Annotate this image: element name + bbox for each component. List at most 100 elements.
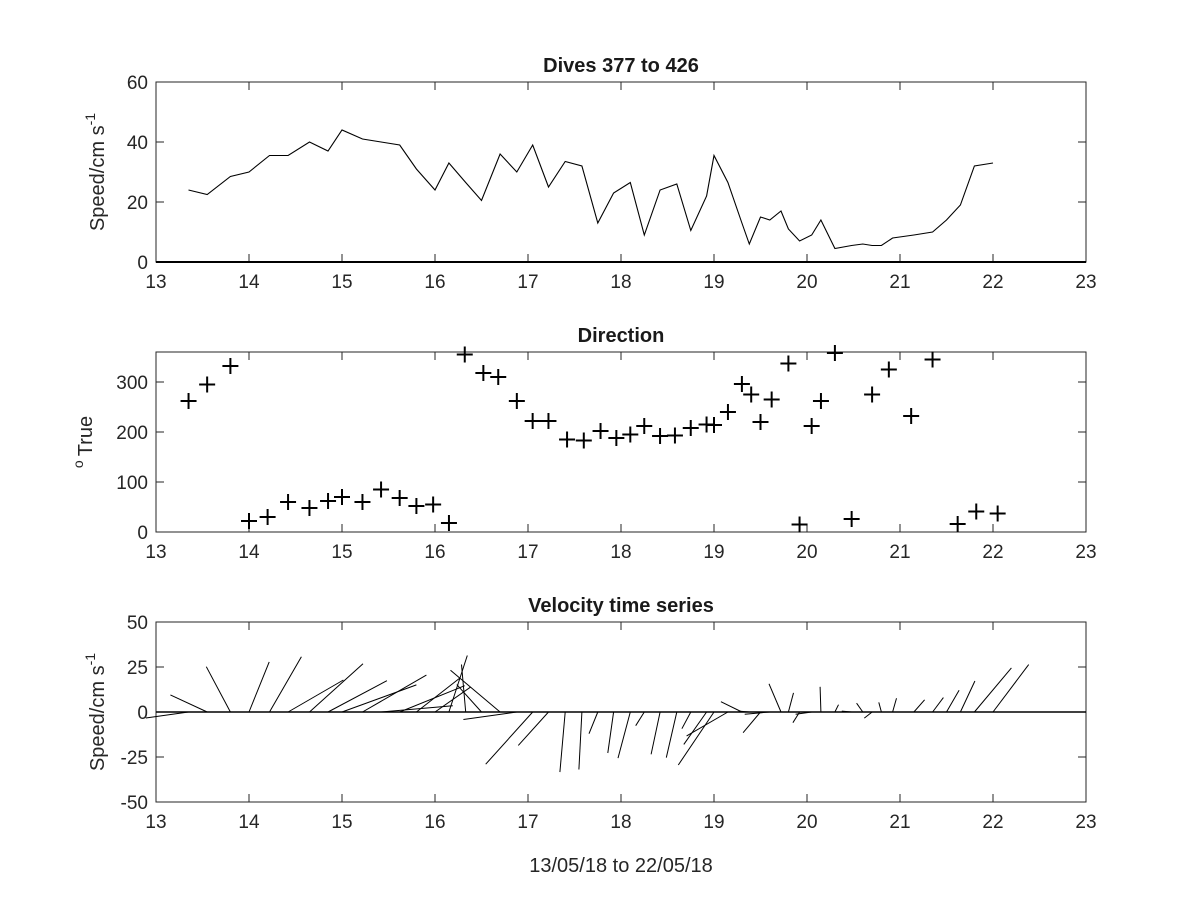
- speed-ylabel-group: Speed/cm s-1: [82, 113, 109, 231]
- direction-point: [559, 431, 576, 448]
- velocity-vector: [795, 711, 812, 715]
- x-tick-label: 21: [889, 812, 910, 833]
- x-tick-label: 21: [889, 272, 910, 293]
- x-tick-label: 13: [145, 542, 166, 563]
- direction-point: [280, 494, 297, 510]
- x-tick-label: 13: [145, 272, 166, 293]
- direction-chart-title: Direction: [578, 325, 665, 347]
- velocity-vector: [559, 711, 566, 773]
- velocity-vector: [170, 694, 208, 713]
- velocity-vector: [362, 674, 427, 713]
- velocity-vector: [517, 711, 549, 746]
- direction-point: [968, 503, 985, 520]
- direction-point: [652, 428, 669, 444]
- velocity-ylabel-superscript: -1: [82, 653, 98, 666]
- velocity-vector: [819, 686, 822, 713]
- velocity-vector: [665, 711, 678, 758]
- direction-point: [373, 481, 390, 498]
- velocity-xticks: 13 14 15 16 17 18 19 20 21 22 23: [145, 622, 1097, 833]
- x-tick-label: 19: [703, 812, 724, 833]
- x-tick-label: 17: [517, 272, 538, 293]
- velocity-vector: [309, 663, 364, 713]
- x-tick-label: 14: [238, 542, 260, 563]
- direction-yticks: 0 100 200 300: [116, 373, 1086, 544]
- y-tick-label: 25: [127, 658, 148, 679]
- direction-point: [826, 345, 843, 361]
- direction-point: [180, 393, 197, 409]
- direction-point: [408, 498, 425, 514]
- velocity-vector: [248, 661, 270, 713]
- velocity-vector: [287, 679, 344, 713]
- velocity-vector: [683, 711, 708, 745]
- direction-point: [989, 505, 1006, 522]
- velocity-vector: [856, 702, 864, 713]
- x-tick-label: 13: [145, 812, 166, 833]
- velocity-vector: [974, 667, 1012, 713]
- velocity-vector: [946, 689, 960, 713]
- y-tick-label: -50: [121, 793, 148, 814]
- x-tick-label: 20: [796, 272, 817, 293]
- y-tick-label: 20: [127, 193, 148, 214]
- direction-point: [354, 494, 371, 510]
- direction-point: [222, 358, 239, 374]
- velocity-ylabel-group: Speed/cm s-1: [82, 653, 109, 771]
- y-tick-label: 0: [137, 703, 148, 724]
- svg-text:Speed/cm s-1: Speed/cm s-1: [82, 653, 109, 771]
- x-tick-label: 22: [982, 272, 1003, 293]
- speed-line: [188, 129, 994, 250]
- x-tick-label: 18: [610, 812, 631, 833]
- direction-point: [924, 351, 941, 368]
- speed-panel: Dives 377 to 426 Speed/cm s-1 13 14 15 16 17…: [82, 55, 1097, 293]
- direction-point: [540, 413, 557, 429]
- velocity-vector: [913, 699, 925, 713]
- x-tick-label: 17: [517, 812, 538, 833]
- direction-point: [524, 413, 541, 429]
- direction-marks: [180, 345, 1006, 533]
- y-tick-label: -25: [121, 748, 148, 769]
- x-tick-label: 16: [424, 542, 445, 563]
- direction-point: [803, 418, 820, 434]
- direction-point: [592, 423, 609, 439]
- direction-panel: Direction o True 13 14 15 16 17 18 19 20 21 22 23 0…: [70, 325, 1097, 563]
- speed-xticks: 13 14 15 16 17 18 19 20 21 22 23: [145, 82, 1097, 293]
- velocity-vector: [992, 664, 1030, 713]
- x-tick-label: 14: [238, 812, 260, 833]
- velocity-vector: [677, 711, 715, 766]
- velocity-vector: [742, 711, 761, 734]
- direction-point: [752, 414, 769, 430]
- velocity-vector: [416, 677, 461, 713]
- direction-point: [301, 500, 318, 516]
- direction-point: [791, 516, 808, 533]
- velocity-vector: [720, 701, 743, 713]
- y-tick-label: 0: [137, 523, 148, 544]
- direction-point: [320, 493, 337, 509]
- direction-point: [608, 430, 625, 446]
- y-tick-label: 300: [116, 373, 148, 394]
- x-tick-label: 21: [889, 542, 910, 563]
- speed-axes-box: [155, 81, 1087, 263]
- velocity-marks: [145, 655, 1086, 773]
- direction-point: [733, 376, 750, 392]
- direction-axes-box: [155, 351, 1087, 533]
- velocity-vector: [341, 684, 417, 713]
- velocity-xlabel: 13/05/18 to 22/05/18: [529, 855, 713, 877]
- y-tick-label: 60: [127, 73, 148, 94]
- velocity-vector: [381, 705, 453, 713]
- x-tick-label: 17: [517, 542, 538, 563]
- speed-ylabel: Speed/cm s: [87, 125, 109, 231]
- y-tick-label: 50: [127, 613, 148, 634]
- svg-text:Speed/cm s-1: Speed/cm s-1: [82, 113, 109, 231]
- direction-point: [864, 386, 881, 403]
- x-tick-label: 14: [238, 272, 260, 293]
- x-tick-label: 23: [1075, 812, 1096, 833]
- velocity-vector: [738, 710, 750, 713]
- direction-ylabel-group: o True: [70, 416, 97, 468]
- direction-xticks: 13 14 15 16 17 18 19 20 21 22 23: [145, 352, 1097, 563]
- direction-point: [456, 346, 473, 363]
- direction-point: [199, 376, 216, 393]
- velocity-vector: [878, 702, 882, 713]
- x-tick-label: 18: [610, 542, 631, 563]
- direction-ylabel: True: [75, 416, 97, 456]
- velocity-vector: [205, 666, 231, 713]
